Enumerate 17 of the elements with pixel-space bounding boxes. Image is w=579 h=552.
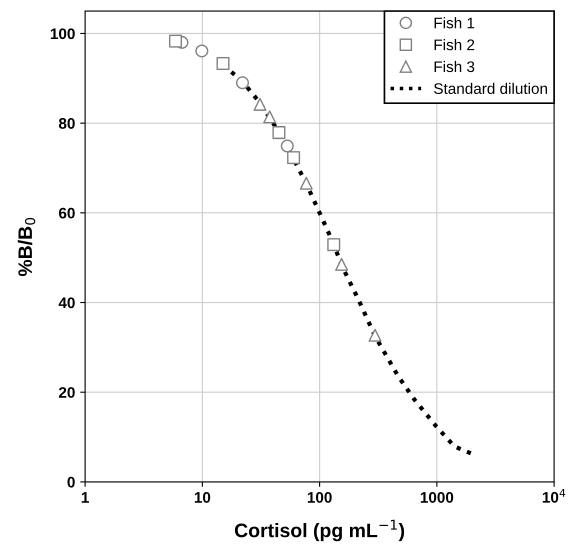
x-axis-title: Cortisol (pg mL$^{−1}$) xyxy=(234,520,404,542)
y-tick-label: 60 xyxy=(58,208,75,219)
legend-label: Fish 1 xyxy=(434,17,474,28)
legend-label: Standard dilution xyxy=(434,82,548,94)
x-tick-label: 100 xyxy=(308,492,332,503)
x-tick-label: 1 xyxy=(82,492,89,503)
y-tick-label: 100 xyxy=(50,28,75,40)
x-tick-label: 1000 xyxy=(420,492,454,503)
legend-label: Fish 2 xyxy=(434,39,474,50)
x-tick-label: 10 xyxy=(194,492,210,503)
y-tick-label: 80 xyxy=(58,118,75,129)
y-axis-title: %B/B$_{0}$ xyxy=(18,218,36,276)
x-tick-label: 10$^{4}$ xyxy=(542,488,566,503)
y-tick-label: 20 xyxy=(58,387,75,398)
legend-label: Fish 3 xyxy=(434,60,474,72)
y-tick-label: 0 xyxy=(68,476,75,488)
y-tick-label: 40 xyxy=(58,297,75,308)
